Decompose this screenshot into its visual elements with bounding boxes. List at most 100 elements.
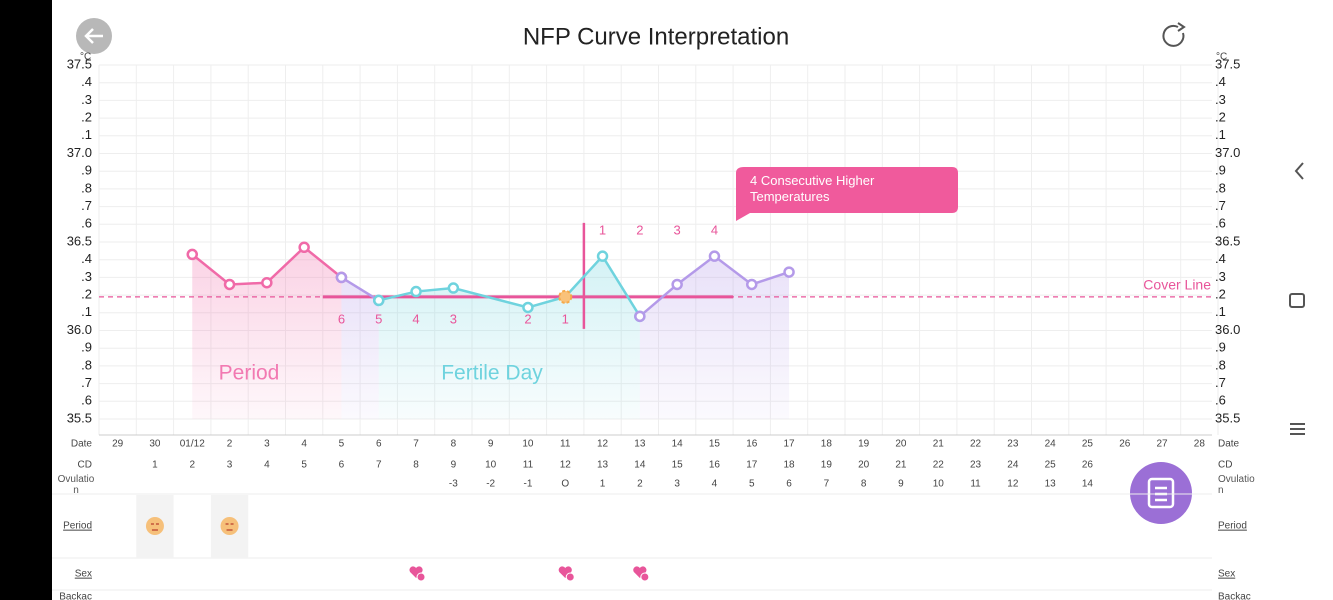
sex-icon-pill: [640, 572, 650, 582]
y-tick-label: 36.5: [67, 233, 92, 248]
cd-label: 1: [152, 460, 158, 471]
date-label: 25: [1082, 439, 1094, 450]
ovulation-day: 1: [600, 479, 606, 490]
cover-line-label: Cover Line: [1143, 277, 1211, 293]
y2-tick-label: .6: [1215, 393, 1226, 408]
y2-tick-label: .1: [1215, 304, 1226, 319]
date-label: 8: [451, 439, 457, 450]
cd-label: 22: [933, 460, 945, 471]
date-label: 5: [339, 439, 345, 450]
period-icon: [220, 517, 239, 535]
y2-tick-label: .9: [1215, 340, 1226, 355]
ovulation-day: 5: [749, 479, 755, 490]
y-tick-label: .4: [81, 251, 92, 266]
y2-tick-label: .6: [1215, 216, 1226, 231]
row-label: Sex: [75, 569, 92, 580]
ovulation-day: 11: [970, 479, 981, 490]
temperature-point: [261, 276, 273, 289]
row-label: Date: [71, 439, 93, 450]
y-tick-label: .6: [81, 393, 92, 408]
y2-tick-label: .9: [1215, 163, 1226, 178]
y2-tick-label: .8: [1215, 357, 1226, 372]
cd-label: 25: [1045, 460, 1057, 471]
y-tick-label: 37.5: [67, 56, 92, 71]
y-tick-label: .3: [81, 269, 92, 284]
ovulation-day: 12: [1007, 479, 1019, 490]
cd-label: 12: [560, 460, 572, 471]
ovulation-day: 4: [712, 479, 718, 490]
temperature-point: [335, 271, 348, 284]
ovulation-day: 7: [824, 479, 830, 490]
y2-tick-label: .2: [1215, 287, 1226, 302]
temperature-point: [746, 278, 758, 291]
y2-tick-label: .3: [1215, 92, 1226, 107]
y2-tick-label: .2: [1215, 110, 1226, 125]
ovulation-day: 13: [1045, 479, 1057, 490]
ovulation-label: Ovulation: [57, 474, 95, 496]
cd-label: 10: [485, 460, 497, 471]
cd-label: 21: [895, 460, 907, 471]
nav-home[interactable]: [1289, 293, 1305, 308]
date-label: 28: [1194, 439, 1206, 450]
temperature-line: [340, 276, 380, 302]
cd-label: 24: [1007, 460, 1019, 471]
left-bezel: [0, 0, 52, 600]
y-tick-label: .7: [81, 198, 92, 213]
date-label: 16: [746, 439, 758, 450]
date-label: 27: [1156, 439, 1168, 450]
y2-tick-label: 36.0: [1215, 322, 1240, 337]
date-label: 4: [301, 439, 307, 450]
date-label: 01/12: [180, 439, 205, 450]
cd-label: 14: [634, 460, 646, 471]
date-label: 9: [488, 439, 494, 450]
row-label: Period: [63, 521, 92, 532]
ovulation-day: -2: [486, 479, 495, 490]
cd-label: 18: [783, 460, 795, 471]
temperature-point: [447, 282, 460, 294]
low-count: 5: [375, 311, 382, 326]
temperature-point: [634, 310, 646, 323]
row-label-right: Date: [1218, 439, 1240, 450]
area: [192, 247, 342, 419]
row-label: CD: [78, 460, 92, 471]
ovulation-label-right: Ovulation: [1218, 474, 1255, 496]
refresh-button[interactable]: [1162, 22, 1186, 47]
temperature-point: [186, 248, 198, 261]
cd-label: 13: [597, 460, 609, 471]
date-label: 23: [1007, 439, 1019, 450]
cd-label: 19: [821, 460, 833, 471]
annotation-box: [736, 167, 958, 221]
date-label: 29: [112, 439, 124, 450]
temperature-point: [373, 294, 385, 307]
annotation-text: 4 Consecutive Higher Temperatures: [750, 173, 875, 204]
date-label: 17: [783, 439, 795, 450]
low-count: 2: [524, 311, 531, 326]
temperature-point: [708, 250, 721, 262]
temperature-point: [522, 301, 534, 314]
ovulation-day: 9: [898, 479, 904, 490]
y2-tick-label: .7: [1215, 198, 1226, 213]
cd-label: 2: [189, 460, 195, 471]
date-label: 21: [933, 439, 945, 450]
nav-recents[interactable]: [1290, 423, 1305, 435]
y2-tick-label: .4: [1215, 74, 1226, 89]
y-tick-label: .3: [81, 92, 92, 107]
ovulation-point: [558, 289, 573, 304]
date-label: 20: [895, 439, 907, 450]
date-label: 3: [264, 439, 270, 450]
nav-back[interactable]: [1294, 162, 1304, 180]
high-count: 1: [599, 222, 606, 237]
y-tick-label: 36.0: [67, 322, 92, 337]
cd-label: 9: [451, 460, 457, 471]
date-label: 2: [227, 439, 233, 450]
period-icon: [145, 517, 164, 535]
sex-icon-pill: [416, 572, 426, 582]
high-count: 4: [711, 222, 718, 237]
ovulation-day: 2: [637, 479, 643, 490]
date-label: 11: [560, 439, 571, 450]
cd-label: 11: [523, 460, 534, 471]
temperature-point: [783, 266, 795, 278]
cd-label: 17: [746, 460, 758, 471]
